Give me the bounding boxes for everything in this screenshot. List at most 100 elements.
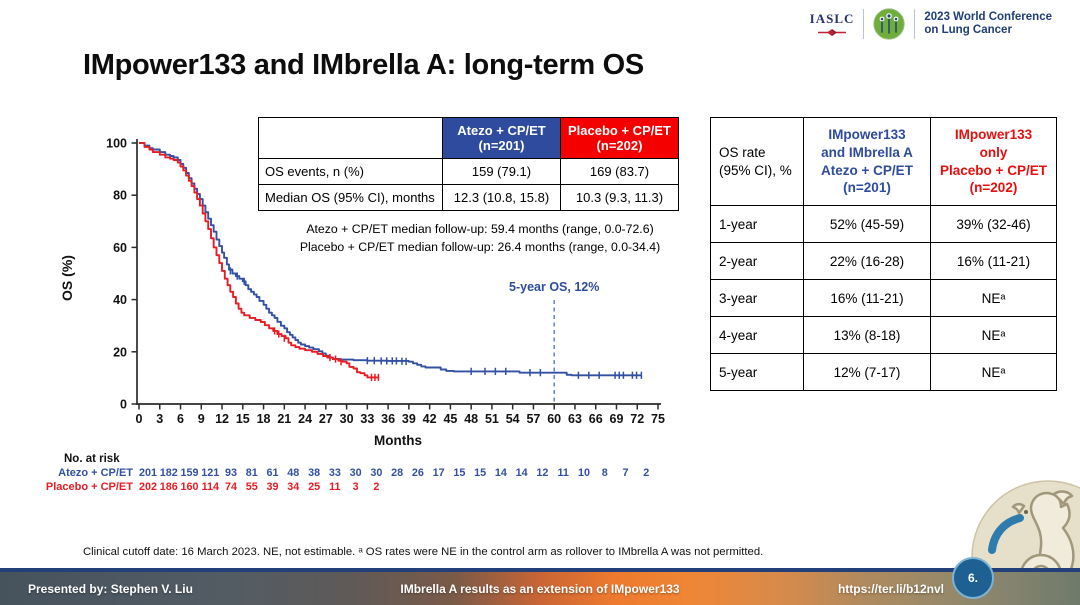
risk-count: 2 [643, 467, 649, 479]
risk-count: 2 [373, 481, 379, 493]
period-label: 2-year [710, 242, 804, 280]
conference-logo-area: IASLC 2023 World Conference [810, 8, 1052, 40]
risk-count: 28 [391, 467, 403, 479]
median-followup-note: Atezo + CP/ET median follow-up: 59.4 mon… [270, 221, 690, 257]
placebo-column-header: Placebo + CP/ET (n=202) [560, 117, 679, 159]
atezo-rate: 16% (11-21) [803, 279, 931, 317]
risk-count: 38 [308, 467, 320, 479]
rate-row-4-year: 4-year 13% (8-18) NEᵃ [710, 316, 1057, 354]
footer-url[interactable]: https://ter.li/b12nvl [837, 581, 944, 596]
svg-text:24: 24 [298, 412, 312, 426]
period-label: 1-year [710, 205, 804, 243]
period-label: 3-year [710, 279, 804, 317]
placebo-rate: NEᵃ [930, 316, 1057, 354]
y-axis-title: OS (%) [59, 255, 75, 301]
placebo-rate-header: IMpower133 only Placebo + CP/ET (n=202) [930, 117, 1057, 206]
atezo-rate: 12% (7-17) [803, 353, 931, 391]
placebo-value: 169 (83.7) [560, 158, 679, 185]
svg-text:63: 63 [568, 412, 582, 426]
no-at-risk-label: No. at risk [64, 453, 120, 465]
svg-text:54: 54 [506, 412, 520, 426]
placebo-curve [139, 142, 379, 379]
iaslc-logo: IASLC [810, 11, 855, 38]
svg-text:80: 80 [113, 189, 127, 203]
logo-divider [914, 9, 916, 39]
risk-count: 74 [225, 481, 237, 493]
placebo-value: 10.3 (9.3, 11.3) [560, 184, 679, 211]
risk-count: 11 [329, 481, 340, 493]
row-label: OS events, n (%) [258, 158, 443, 185]
risk-count: 12 [536, 467, 548, 479]
page-number-badge: 6. [952, 557, 994, 599]
rate-row-3-year: 3-year 16% (11-21) NEᵃ [710, 279, 1057, 317]
risk-count: 7 [622, 467, 628, 479]
svg-text:0: 0 [120, 398, 127, 412]
risk-count: 14 [516, 467, 528, 479]
os-rate-header-label: OS rate (95% CI), % [710, 117, 804, 206]
risk-count: 14 [495, 467, 507, 479]
rate-header-row: OS rate (95% CI), % IMpower133 and IMbre… [710, 117, 1057, 206]
clinical-cutoff-footnote: Clinical cutoff date: 16 March 2023. NE,… [83, 546, 764, 558]
risk-count: 8 [602, 467, 608, 479]
svg-text:36: 36 [381, 412, 395, 426]
risk-count: 33 [329, 467, 341, 479]
svg-text:42: 42 [423, 412, 437, 426]
svg-text:33: 33 [360, 412, 374, 426]
svg-text:57: 57 [526, 412, 540, 426]
atezo-rate-header: IMpower133 and IMbrella A Atezo + CP/ET … [803, 117, 931, 206]
risk-count: 114 [202, 481, 219, 493]
svg-text:60: 60 [113, 241, 127, 255]
risk-count: 81 [246, 467, 258, 479]
svg-text:69: 69 [610, 412, 624, 426]
placebo-rate: 16% (11-21) [930, 242, 1057, 280]
five-year-os-label: 5-year OS, 12% [509, 280, 599, 294]
svg-text:30: 30 [340, 412, 354, 426]
svg-text:18: 18 [257, 412, 271, 426]
atezo-rate: 52% (45-59) [803, 205, 931, 243]
svg-text:72: 72 [630, 412, 644, 426]
risk-count: 26 [412, 467, 424, 479]
row-label: Median OS (95% CI), months [258, 184, 443, 211]
placebo-rate: 39% (32-46) [930, 205, 1057, 243]
risk-count: 25 [308, 481, 320, 493]
placebo-rate: NEᵃ [930, 353, 1057, 391]
summary-row-median-os: Median OS (95% CI), months 12.3 (10.8, 1… [258, 184, 679, 211]
placebo-followup-line: Placebo + CP/ET median follow-up: 26.4 m… [299, 239, 661, 254]
summary-row-os-events: OS events, n (%) 159 (79.1) 169 (83.7) [258, 158, 679, 185]
svg-text:45: 45 [443, 412, 457, 426]
risk-count: 93 [225, 467, 237, 479]
atezo-rate: 22% (16-28) [803, 242, 931, 280]
conference-name-line1: 2023 World Conference [924, 10, 1052, 23]
svg-text:27: 27 [319, 412, 333, 426]
summary-empty-header [258, 117, 443, 159]
atezo-followup-line: Atezo + CP/ET median follow-up: 59.4 mon… [306, 222, 654, 236]
atezo-value: 159 (79.1) [442, 158, 561, 185]
risk-count: 159 [181, 467, 199, 479]
period-label: 5-year [710, 353, 804, 391]
risk-count: 160 [181, 481, 199, 493]
svg-text:100: 100 [106, 137, 127, 151]
risk-row-label: Placebo + CP/ET [46, 481, 133, 493]
risk-count: 202 [139, 481, 157, 493]
iaslc-emblem-icon [818, 28, 847, 36]
svg-text:15: 15 [236, 412, 250, 426]
svg-text:3: 3 [156, 412, 163, 426]
os-summary-table: Atezo + CP/ET (n=201) Placebo + CP/ET (n… [258, 117, 679, 211]
risk-count: 48 [287, 467, 299, 479]
risk-count: 61 [267, 467, 279, 479]
svg-text:9: 9 [198, 412, 205, 426]
os-rate-table: OS rate (95% CI), % IMpower133 and IMbre… [710, 117, 1057, 391]
risk-count: 15 [474, 467, 486, 479]
risk-count: 186 [160, 481, 178, 493]
logo-divider [863, 9, 865, 39]
page-title: IMpower133 and IMbrella A: long-term OS [83, 49, 644, 81]
rate-row-5-year: 5-year 12% (7-17) NEᵃ [710, 353, 1057, 391]
wclc-globe-icon [873, 8, 905, 40]
risk-count: 55 [246, 481, 258, 493]
period-label: 4-year [710, 316, 804, 354]
svg-text:60: 60 [547, 412, 561, 426]
risk-count: 17 [433, 467, 445, 479]
svg-text:75: 75 [651, 412, 665, 426]
risk-count: 3 [353, 481, 359, 493]
